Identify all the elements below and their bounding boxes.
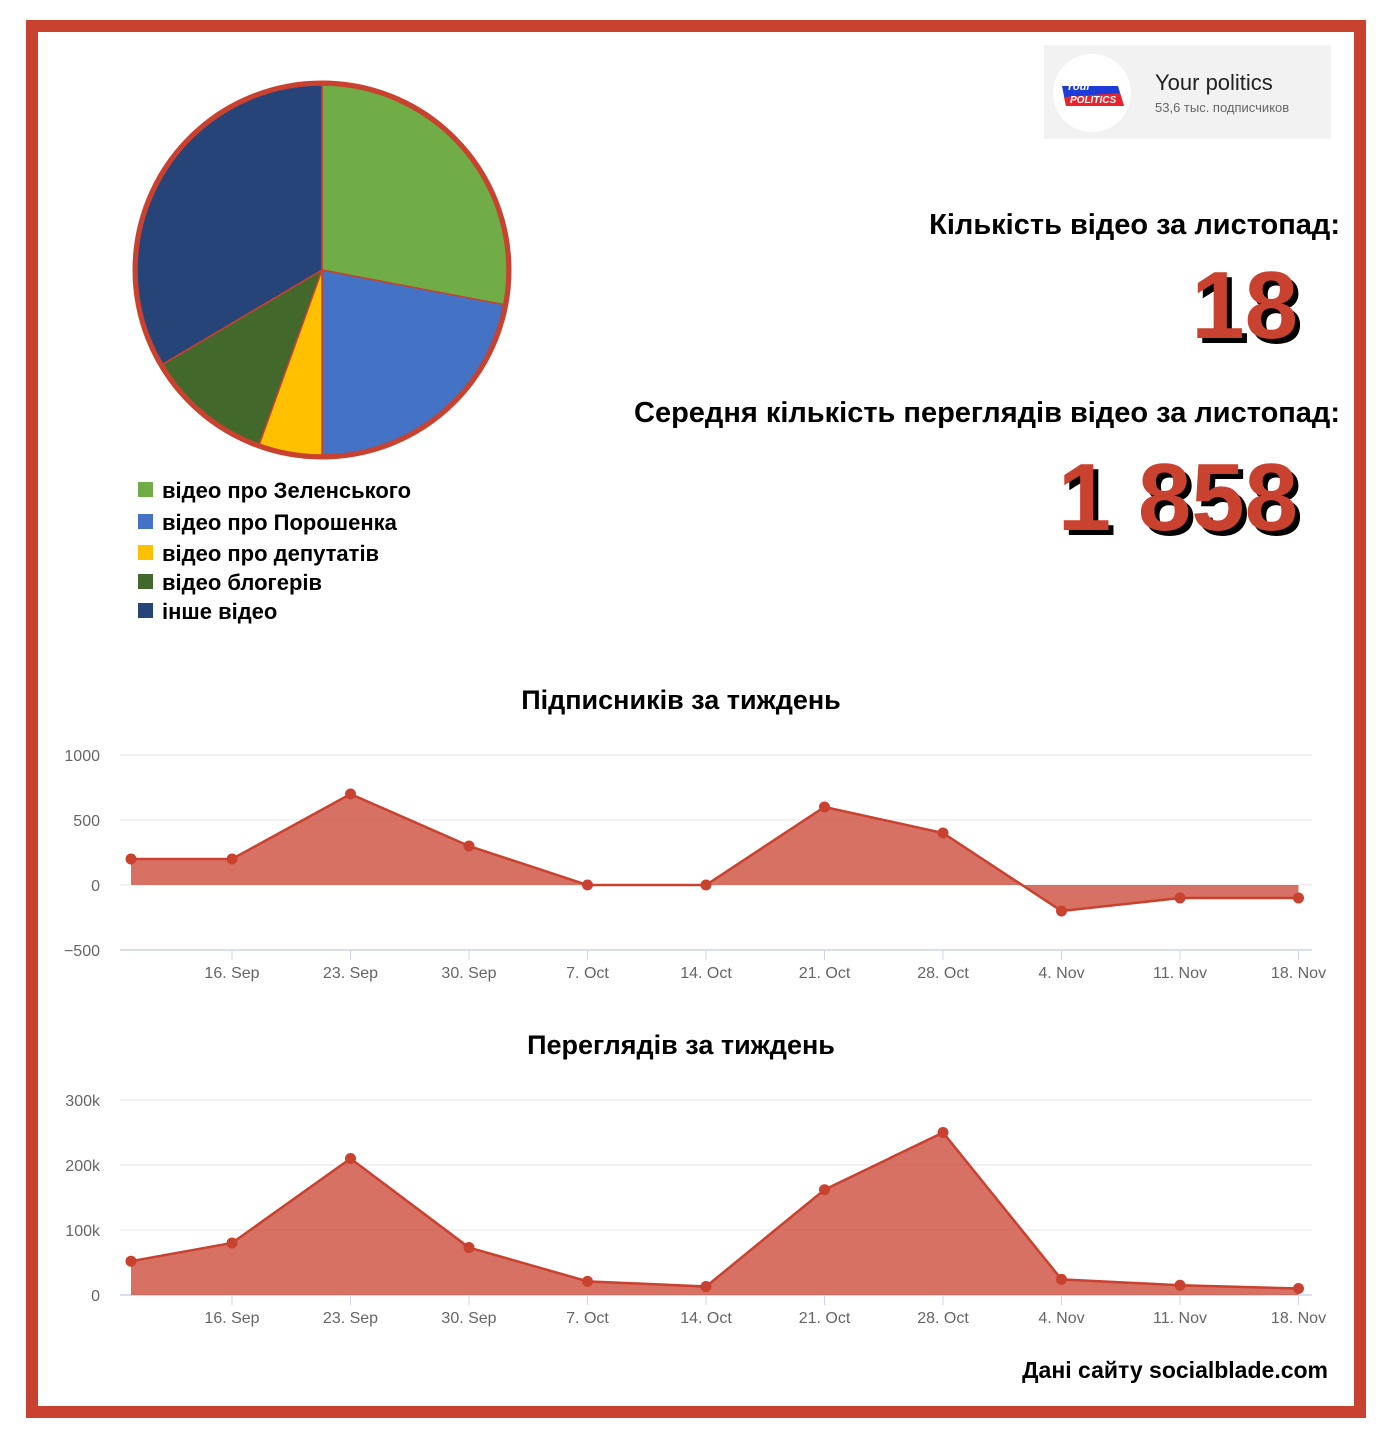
point bbox=[1056, 905, 1067, 917]
stat-label: Кількість відео за листопад: bbox=[929, 209, 1340, 241]
legend-label: відео блогерів bbox=[162, 570, 322, 595]
chart-title: Підписників за тиждень bbox=[521, 685, 841, 715]
stat-value: 18 bbox=[1191, 252, 1298, 359]
x-tick-label: 11. Nov bbox=[1153, 965, 1207, 982]
x-tick-label: 21. Oct bbox=[799, 1310, 851, 1327]
channel-card: Your POLITICS Your politics 53,6 тыс. по… bbox=[1044, 45, 1331, 139]
y-tick-label: 100k bbox=[65, 1223, 101, 1240]
point bbox=[226, 853, 238, 865]
point bbox=[937, 827, 949, 839]
x-tick-label: 18. Nov bbox=[1271, 1310, 1326, 1327]
point bbox=[937, 1127, 949, 1138]
chart-title: Переглядів за тиждень bbox=[527, 1030, 835, 1060]
legend-swatch bbox=[138, 574, 153, 589]
point bbox=[463, 840, 475, 852]
stat-value: 1 858 bbox=[1058, 444, 1298, 551]
point bbox=[1293, 1283, 1304, 1294]
legend-label: інше відео bbox=[162, 599, 277, 624]
x-tick-label: 7. Oct bbox=[566, 965, 609, 982]
legend-swatch bbox=[138, 603, 153, 618]
x-tick-label: 16. Sep bbox=[204, 1310, 259, 1327]
x-tick-label: 23. Sep bbox=[323, 965, 378, 982]
stat-label: Середня кількість переглядів відео за ли… bbox=[634, 397, 1340, 429]
legend-label: відео про Зеленського bbox=[162, 478, 411, 503]
pie-border bbox=[132, 80, 512, 460]
y-tick-label: 500 bbox=[73, 813, 100, 830]
y-tick-label: 1000 bbox=[64, 748, 100, 765]
x-tick-label: 23. Sep bbox=[323, 1310, 378, 1327]
x-tick-label: 14. Oct bbox=[680, 1310, 732, 1327]
logo-text: Your bbox=[1066, 81, 1091, 93]
point bbox=[700, 879, 712, 891]
y-tick-label: −500 bbox=[64, 943, 100, 960]
x-tick-label: 4. Nov bbox=[1038, 1310, 1084, 1327]
x-tick-label: 28. Oct bbox=[917, 965, 969, 982]
y-tick-label: 200k bbox=[65, 1158, 101, 1175]
point bbox=[700, 1281, 712, 1293]
logo-text: POLITICS bbox=[1070, 95, 1116, 106]
point bbox=[1174, 1279, 1186, 1291]
point bbox=[226, 1237, 238, 1249]
point bbox=[345, 1153, 356, 1164]
legend-label: відео про депутатів bbox=[162, 541, 379, 566]
point bbox=[463, 1242, 475, 1254]
x-tick-label: 11. Nov bbox=[1153, 1310, 1207, 1327]
point bbox=[345, 788, 356, 800]
x-tick-label: 14. Oct bbox=[680, 965, 732, 982]
x-tick-label: 16. Sep bbox=[204, 965, 259, 982]
frame bbox=[26, 20, 1366, 1418]
channel-name: Your politics bbox=[1155, 70, 1273, 95]
legend-label: відео про Порошенка bbox=[162, 510, 398, 535]
legend-swatch bbox=[138, 545, 153, 560]
point bbox=[582, 879, 593, 891]
point bbox=[1174, 892, 1186, 904]
point bbox=[819, 801, 830, 813]
x-tick-label: 18. Nov bbox=[1271, 965, 1326, 982]
x-tick-label: 4. Nov bbox=[1038, 965, 1084, 982]
y-tick-label: 0 bbox=[91, 1288, 100, 1305]
point bbox=[819, 1184, 830, 1196]
source: Дані сайту socialblade.com bbox=[1022, 1357, 1328, 1383]
area-fill bbox=[131, 1132, 1299, 1295]
area-fill bbox=[131, 794, 1299, 911]
y-tick-label: 0 bbox=[91, 878, 100, 895]
legend-swatch bbox=[138, 482, 153, 497]
point bbox=[582, 1275, 593, 1287]
x-tick-label: 30. Sep bbox=[441, 1310, 496, 1327]
y-tick-label: 300k bbox=[65, 1093, 101, 1110]
x-tick-label: 21. Oct bbox=[799, 965, 851, 982]
logo-shape bbox=[1064, 93, 1124, 106]
x-tick-label: 30. Sep bbox=[441, 965, 496, 982]
point bbox=[1056, 1273, 1067, 1285]
point bbox=[125, 1255, 137, 1267]
x-tick-label: 28. Oct bbox=[917, 1310, 969, 1327]
legend-swatch bbox=[138, 514, 153, 529]
point bbox=[125, 853, 137, 865]
channel-subs: 53,6 тыс. подписчиков bbox=[1155, 100, 1289, 115]
point bbox=[1293, 892, 1304, 904]
x-tick-label: 7. Oct bbox=[566, 1310, 609, 1327]
